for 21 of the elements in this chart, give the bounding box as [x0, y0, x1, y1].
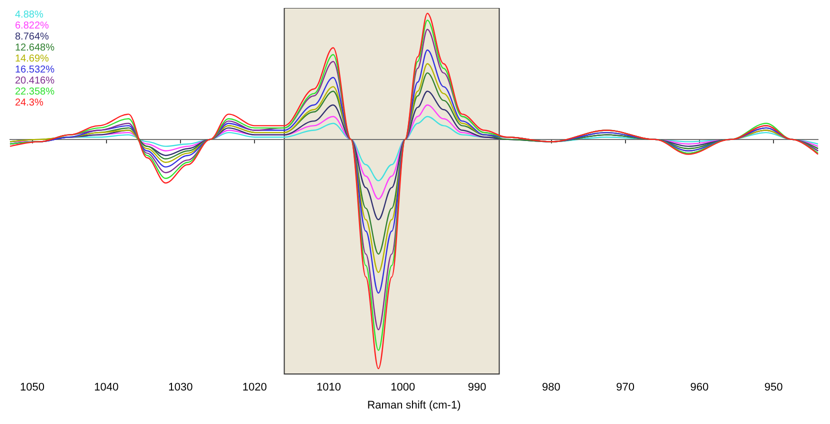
x-tick-label: 970	[616, 382, 634, 394]
text: 8.764%	[15, 32, 50, 42]
x-tick-label: 1010	[316, 382, 341, 394]
x-tick-label: 1040	[94, 382, 119, 394]
text: 4.88%	[15, 10, 44, 20]
text: 12.648%	[15, 42, 55, 54]
text: 6.822%	[15, 20, 50, 32]
x-axis-title: Raman shift (cm-1)	[367, 400, 461, 412]
text: 14.69%	[15, 54, 50, 64]
text: 20.416%	[15, 76, 55, 86]
x-tick-label: 990	[468, 382, 486, 394]
text: 16.532%	[15, 64, 55, 76]
x-tick-label: 1030	[168, 382, 193, 394]
text: 24.3%	[15, 98, 44, 108]
x-tick-label: 1050	[20, 382, 44, 394]
x-tick-label: 950	[764, 382, 783, 394]
x-tick-label: 1020	[242, 382, 267, 394]
x-tick-label: 980	[542, 382, 560, 394]
x-tick-label: 1000	[390, 382, 416, 394]
text: 22.358%	[15, 86, 55, 98]
x-tick-label: 960	[690, 382, 709, 394]
